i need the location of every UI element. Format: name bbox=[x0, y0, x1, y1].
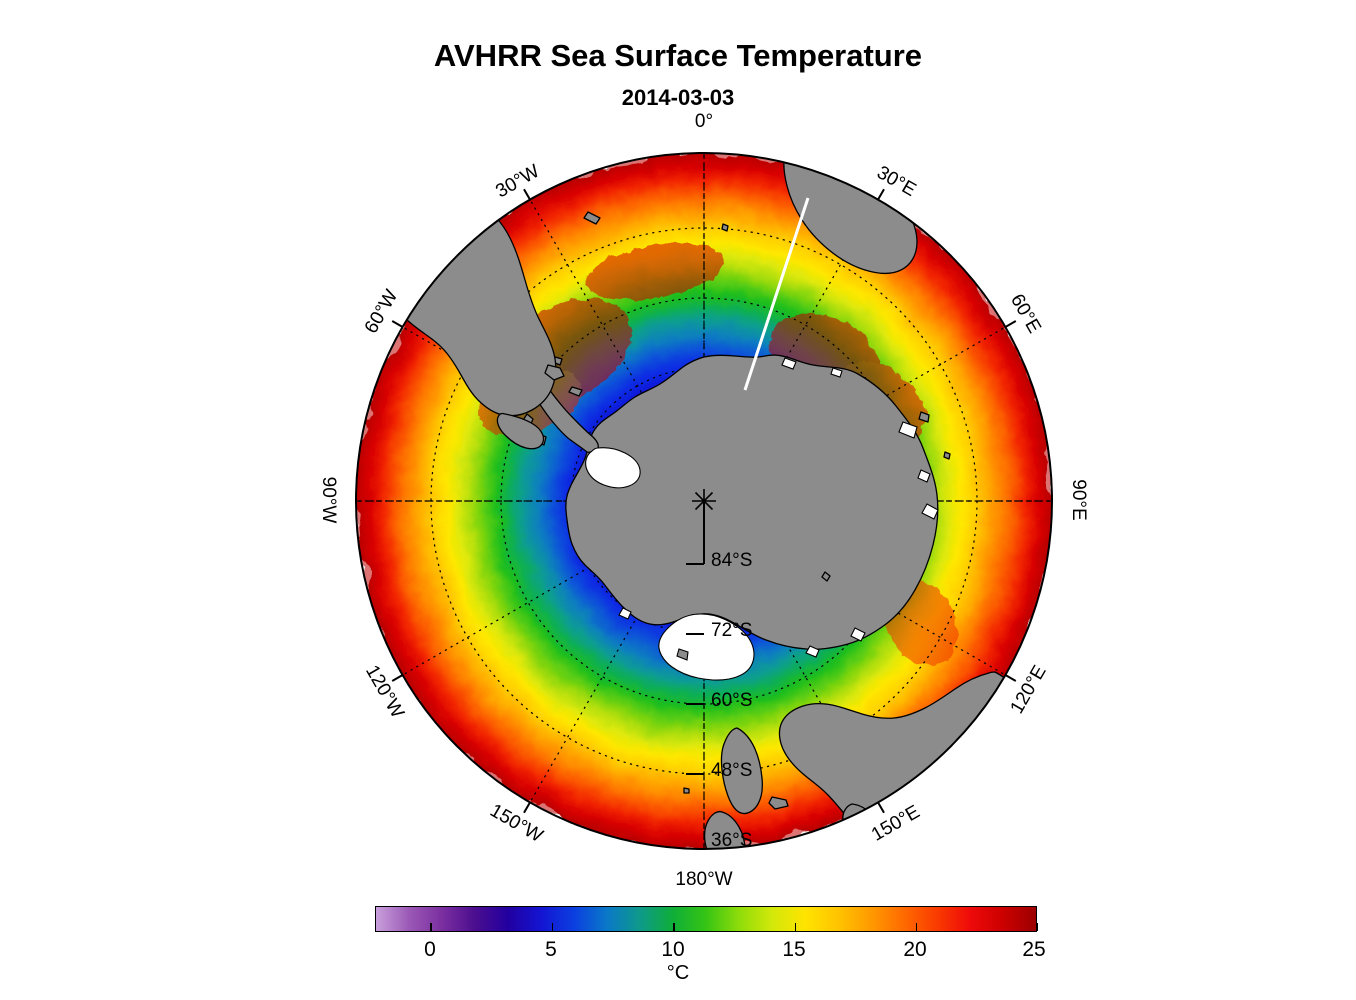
kangaroo-island bbox=[768, 796, 789, 810]
antarctica-landmass bbox=[565, 354, 939, 650]
lat-label-72S: 72°S bbox=[711, 620, 753, 641]
swath-data-gap bbox=[743, 197, 810, 391]
amery-ice-shelf bbox=[898, 421, 918, 439]
kerguelen-islands bbox=[918, 411, 930, 423]
colorbar-label-5: 5 bbox=[545, 938, 557, 961]
colorbar-gradient bbox=[376, 907, 1036, 931]
map-boundary-circle bbox=[355, 152, 1053, 850]
coastal-ice-d bbox=[805, 645, 820, 658]
colorbar-tick-5 bbox=[551, 923, 554, 931]
colorbar-tick-10 bbox=[673, 923, 675, 931]
colorbar-tick-0 bbox=[430, 923, 432, 931]
lat-label-36S: 36°S bbox=[711, 830, 753, 851]
colorbar-label-10: 10 bbox=[661, 938, 685, 961]
lat-label-84S: 84°S bbox=[711, 550, 753, 571]
heard-island bbox=[943, 451, 951, 460]
tierra-del-fuego bbox=[496, 412, 545, 450]
filchner-ronne-ice-shelf bbox=[585, 447, 641, 489]
colorbar-label-25: 25 bbox=[1022, 938, 1046, 961]
lon-label-90E: 90°E bbox=[1068, 479, 1089, 521]
new-zealand-south-island bbox=[703, 810, 746, 849]
coastal-ice-b bbox=[830, 367, 843, 378]
figure-title: AVHRR Sea Surface Temperature bbox=[433, 38, 923, 73]
colorbar-label-15: 15 bbox=[782, 938, 806, 961]
ice-shelves bbox=[585, 357, 939, 681]
colorbar-tick-15 bbox=[794, 923, 796, 931]
chatham-islands bbox=[683, 787, 690, 794]
lon-label-0: 0° bbox=[694, 111, 714, 132]
new-zealand-north-island bbox=[720, 727, 764, 815]
shackleton-ice-shelf bbox=[921, 503, 939, 520]
coastal-ice-e bbox=[618, 607, 632, 620]
lat-label-48S: 48°S bbox=[711, 760, 753, 781]
bouvet-island bbox=[721, 223, 729, 232]
west-ice-shelf bbox=[917, 469, 931, 483]
ross-ice-shelf bbox=[658, 613, 755, 681]
south-georgia-island bbox=[583, 211, 601, 225]
colorbar-tick-25 bbox=[1036, 923, 1038, 931]
tasmania-landmass bbox=[842, 803, 875, 839]
falkland-islands bbox=[544, 364, 565, 381]
coastal-ice-a bbox=[781, 357, 797, 370]
polar-map: 84°S 72°S 60°S 48°S 36°S bbox=[344, 141, 1064, 861]
coastal-ice-c bbox=[850, 627, 866, 642]
latitude-ticks bbox=[686, 501, 705, 775]
colorbar-unit-label: °C bbox=[666, 962, 690, 984]
south-shetland-islands bbox=[568, 386, 583, 397]
lon-label-90W: 90°W bbox=[318, 476, 339, 524]
lat-label-60S: 60°S bbox=[711, 690, 753, 711]
sst-map-svg bbox=[344, 141, 1064, 861]
colorbar bbox=[375, 906, 1038, 932]
colorbar-tick-20 bbox=[915, 923, 918, 931]
colorbar-label-20: 20 bbox=[903, 938, 927, 961]
figure-subtitle: 2014-03-03 bbox=[621, 85, 735, 110]
lon-label-180W: 180°W bbox=[675, 869, 733, 890]
ross-ice-shelf-inlet bbox=[676, 648, 689, 661]
colorbar-label-0: 0 bbox=[424, 938, 436, 961]
balleny-islands bbox=[821, 571, 831, 582]
